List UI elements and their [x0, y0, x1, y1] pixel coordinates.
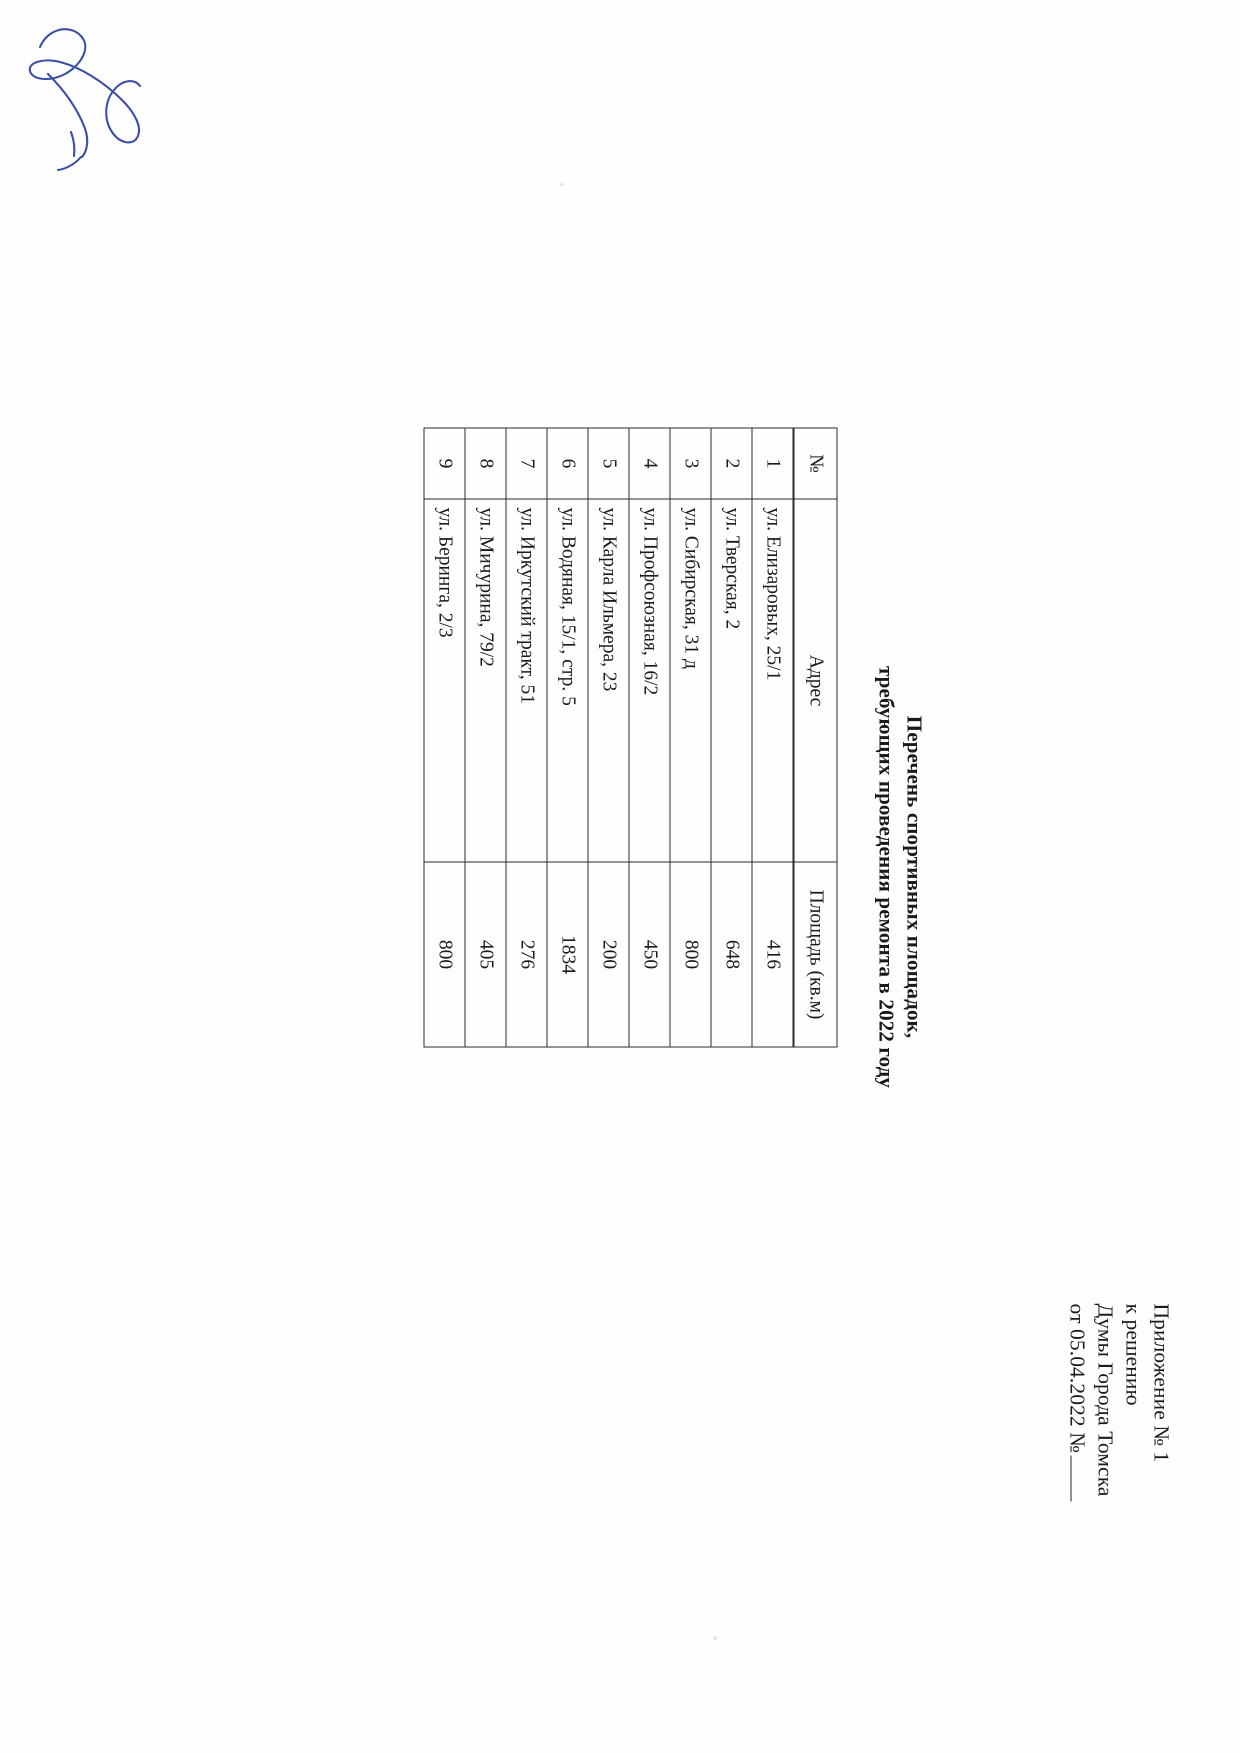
column-header-address: Адрес: [793, 498, 837, 862]
cell-no: 5: [587, 427, 629, 499]
appendix-line-4: от 05.04.2022 №: [1062, 1303, 1090, 1603]
cell-address: ул. Водяная, 15/1, стр. 5: [546, 498, 588, 862]
cell-address: ул. Елизаровых, 25/1: [751, 498, 793, 862]
cell-no: 3: [669, 427, 711, 499]
table-row: 4 ул. Профсоюзная, 16/2 450: [628, 427, 670, 1047]
appendix-reference-block: Приложение № 1 к решению Думы Города Том…: [1062, 1303, 1174, 1603]
cell-address: ул. Сибирская, 31 д: [669, 498, 711, 862]
table-row: 7 ул. Иркутский тракт, 51 276: [505, 427, 547, 1047]
cell-no: 4: [628, 427, 670, 499]
page-title-line-2: требующих проведения ремонта в 2022 году: [874, 665, 899, 1088]
appendix-line-1: Приложение № 1: [1149, 1303, 1173, 1462]
cell-address: ул. Тверская, 2: [710, 498, 752, 862]
table-header-row: № Адрес Площадь (кв.м): [793, 427, 837, 1047]
column-header-no: №: [793, 427, 837, 499]
table-row: 3 ул. Сибирская, 31 д 800: [669, 427, 711, 1047]
cell-area: 800: [669, 861, 711, 1047]
table-row: 8 ул. Мичурина, 79/2 405: [464, 427, 506, 1047]
cell-no: 7: [505, 427, 547, 499]
table-row: 2 ул. Тверская, 2 648: [710, 427, 752, 1047]
appendix-date-label: от 05.04.2022 №: [1065, 1303, 1090, 1453]
cell-area: 200: [587, 861, 629, 1047]
cell-area: 1834: [546, 861, 588, 1047]
cell-address: ул. Беринга, 2/3: [423, 498, 465, 862]
sports-grounds-table: № Адрес Площадь (кв.м) 1 ул. Елизаровых, …: [423, 427, 837, 1047]
appendix-line-3: Думы Города Томска: [1093, 1303, 1118, 1497]
appendix-line-2: к решению: [1121, 1303, 1146, 1406]
scan-speck: [713, 1636, 717, 1640]
cell-area: 450: [628, 861, 670, 1047]
table-row: 1 ул. Елизаровых, 25/1 416: [751, 427, 793, 1047]
cell-no: 9: [423, 427, 465, 499]
cell-address: ул. Карла Ильмера, 23: [587, 498, 629, 862]
cell-area: 416: [751, 861, 793, 1047]
column-header-area: Площадь (кв.м): [793, 861, 837, 1047]
table-body: 1 ул. Елизаровых, 25/1 416 2 ул. Тверская, 2…: [423, 427, 793, 1047]
cell-area: 800: [423, 861, 465, 1047]
scan-speck: [560, 183, 564, 186]
table-row: 9 ул. Беринга, 2/3 800: [423, 427, 465, 1047]
page-title: Перечень спортивных площадок, требующих …: [871, 0, 927, 1753]
cell-area: 648: [710, 861, 752, 1047]
cell-no: 6: [546, 427, 588, 499]
cell-address: ул. Профсоюзная, 16/2: [628, 498, 670, 862]
table-row: 6 ул. Водяная, 15/1, стр. 5 1834: [546, 427, 588, 1047]
cell-address: ул. Мичурина, 79/2: [464, 498, 506, 862]
cell-area: 276: [505, 861, 547, 1047]
table-row: 5 ул. Карла Ильмера, 23 200: [587, 427, 629, 1047]
cell-address: ул. Иркутский тракт, 51: [505, 498, 547, 862]
cell-no: 1: [751, 427, 793, 499]
page-title-line-1: Перечень спортивных площадок,: [902, 715, 926, 1038]
handwritten-signature: [28, 28, 142, 172]
cell-no: 8: [464, 427, 506, 499]
cell-area: 405: [464, 861, 506, 1047]
appendix-number-blank: [1070, 1455, 1090, 1502]
cell-no: 2: [710, 427, 752, 499]
